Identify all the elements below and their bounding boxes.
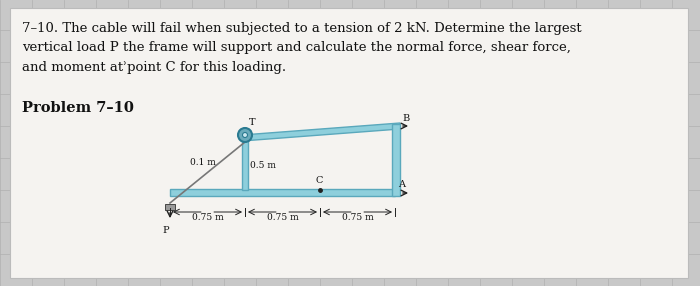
Text: 7–10. The cable will fail when subjected to a tension of 2 kN. Determine the lar: 7–10. The cable will fail when subjected… [22,22,582,74]
Text: 0.5 m: 0.5 m [250,161,276,170]
Text: 0.1 m: 0.1 m [190,158,216,167]
Circle shape [238,128,252,142]
Text: Problem 7–10: Problem 7–10 [22,101,134,115]
Bar [170,189,395,196]
Circle shape [242,132,248,138]
Text: P: P [162,226,169,235]
Text: 0.75 m: 0.75 m [342,213,373,222]
Text: B: B [402,114,409,123]
Text: 0.75 m: 0.75 m [192,213,223,222]
Bar [165,204,175,210]
Text: T: T [249,118,256,127]
Text: 0.75 m: 0.75 m [267,213,298,222]
Polygon shape [242,123,400,141]
Text: A: A [398,180,405,189]
Bar [242,138,248,190]
Text: C: C [316,176,323,185]
Bar [392,124,400,196]
